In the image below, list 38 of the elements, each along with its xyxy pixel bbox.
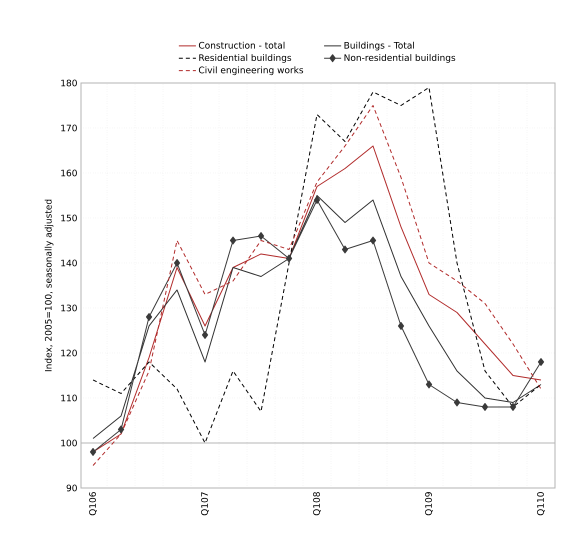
point (230, 236, 236, 244)
legend-label: Buildings - Total (344, 42, 414, 50)
y-tick-label: 140 (61, 260, 77, 266)
x-tick-label: Q108 (313, 492, 321, 516)
point (118, 425, 124, 434)
point (174, 258, 180, 267)
point (482, 402, 488, 411)
point (342, 245, 348, 254)
point (510, 402, 516, 411)
y-tick-label: 160 (61, 170, 77, 176)
x-tick-label: Q110 (537, 492, 545, 516)
legend-label: Residential buildings (199, 54, 292, 63)
legend-label: Non-residential buildings (344, 54, 456, 63)
x-tick-label: Q106 (89, 492, 97, 516)
point (202, 330, 208, 339)
point (426, 380, 432, 388)
point (538, 358, 544, 366)
point (90, 448, 96, 456)
legend-label: Civil engineering works (198, 66, 304, 76)
y-tick-label: 90 (66, 484, 77, 492)
y-tick-label: 100 (61, 440, 77, 446)
y-tick-label: 120 (61, 350, 77, 356)
point (258, 232, 264, 240)
y-tick-label: 170 (61, 124, 77, 132)
point (146, 312, 152, 321)
y-tick-label: 130 (61, 304, 77, 312)
x-tick-label: Q109 (425, 492, 433, 516)
x-tick-label: Q107 (201, 492, 209, 516)
legend-label: Construction - total (198, 42, 284, 49)
point (286, 254, 292, 262)
y-tick-label: 110 (61, 394, 77, 402)
y-axis-title: Index, 2005=100, seasonally adjusted (44, 200, 54, 372)
y-tick-label: 150 (61, 214, 77, 222)
point (314, 196, 320, 204)
point (370, 236, 376, 244)
point (454, 398, 460, 406)
point (398, 322, 404, 330)
y-tick-label: 180 (61, 80, 77, 86)
